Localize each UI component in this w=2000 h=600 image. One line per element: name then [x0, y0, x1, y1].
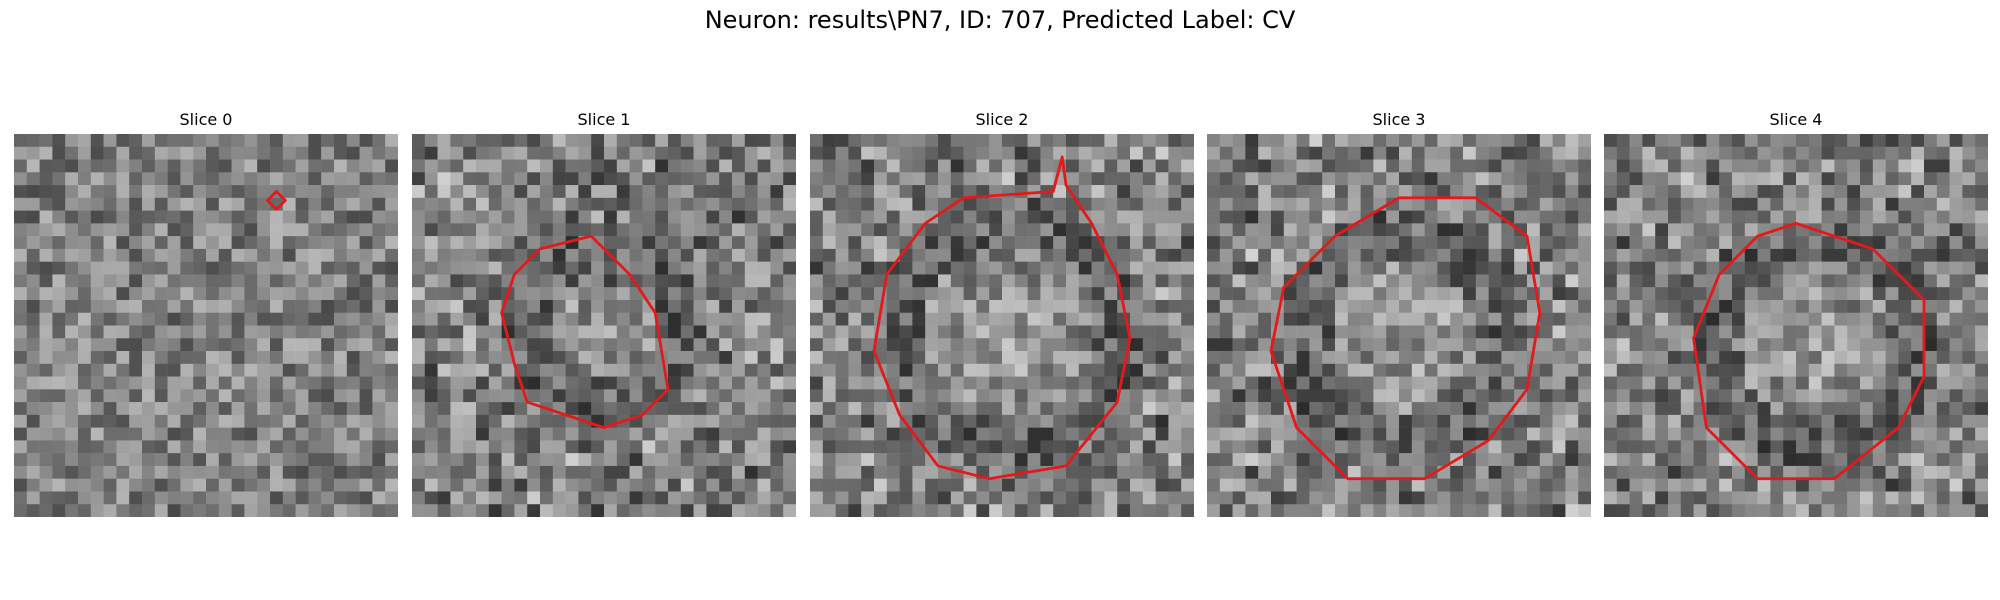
slice-2-image — [810, 134, 1194, 517]
slice-0-title: Slice 0 — [179, 110, 233, 129]
contour-2 — [872, 155, 1132, 481]
slice-3-title: Slice 3 — [1372, 110, 1426, 129]
contour-3 — [1269, 196, 1542, 481]
contour-1 — [500, 234, 670, 430]
slice-0-image — [14, 134, 398, 517]
slice-1-title: Slice 1 — [577, 110, 631, 129]
figure-title: Neuron: results\PN7, ID: 707, Predicted … — [704, 6, 1296, 34]
contour-0 — [266, 190, 287, 211]
slice-2-title: Slice 2 — [975, 110, 1029, 129]
slice-3-image — [1207, 134, 1591, 517]
contour-4 — [1692, 221, 1926, 481]
slice-1-image — [412, 134, 796, 517]
slice-4-title: Slice 4 — [1769, 110, 1823, 129]
slice-4-image — [1604, 134, 1988, 517]
